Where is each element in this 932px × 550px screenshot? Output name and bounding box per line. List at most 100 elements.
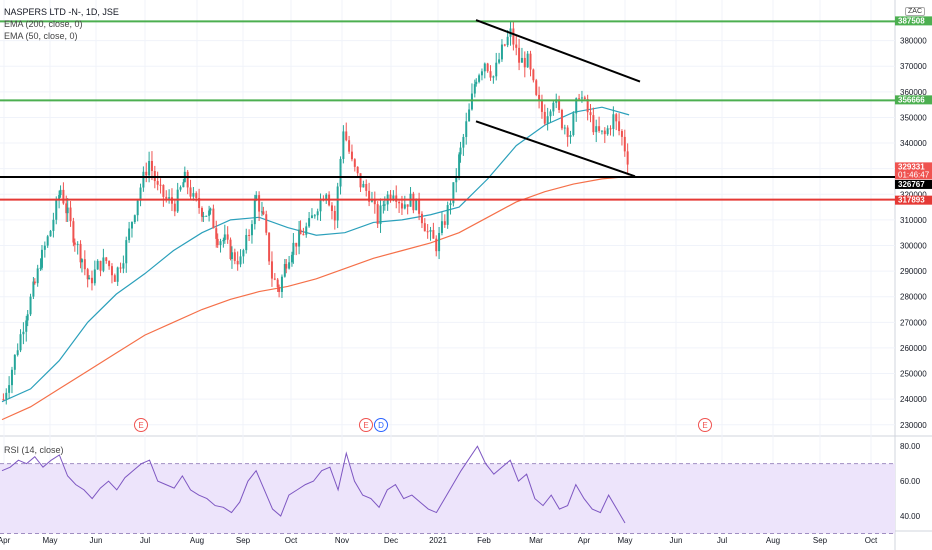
candle-body [468, 109, 471, 122]
candle-body [592, 115, 595, 133]
price-axis[interactable]: 230000 240000 250000 260000 270000 280000 2900… [900, 37, 927, 521]
candle-body [478, 75, 481, 82]
candle-body [423, 223, 426, 232]
candle-body [400, 203, 403, 209]
candle-body [26, 314, 29, 321]
rsi-panel[interactable] [0, 445, 895, 534]
time-axis[interactable]: Apr May Jun Jul Aug Sep Oct Nov Dec 2021 Feb Mar Apr… [0, 536, 878, 545]
candle-body [233, 252, 236, 261]
candle-body [73, 242, 76, 245]
event-label: E [702, 421, 707, 430]
y-tick-label: 370000 [900, 62, 927, 71]
candle-body [119, 267, 122, 269]
y-tick-label: 310000 [900, 216, 927, 225]
candle-body [382, 204, 385, 206]
candle-body [350, 151, 353, 160]
candle-body [226, 234, 229, 240]
x-tick-label: Apr [578, 536, 591, 545]
candle-body [506, 36, 509, 46]
candle-body [495, 62, 498, 77]
y-tick-label: 340000 [900, 139, 927, 148]
candle-body [618, 121, 621, 132]
candle-body [392, 195, 395, 199]
candle-body [58, 195, 61, 200]
candle-body [368, 190, 371, 202]
x-tick-label: Nov [335, 536, 349, 545]
candle-body [626, 151, 629, 165]
candle-body [325, 194, 328, 201]
candle-body [420, 213, 423, 224]
y-tick-label: 290000 [900, 267, 927, 276]
candle-body [356, 166, 359, 174]
candle-body [452, 182, 455, 204]
candle-body [80, 259, 83, 263]
candle-body [2, 399, 5, 401]
candle-body [578, 98, 581, 100]
candle-body [192, 193, 195, 197]
candle-body [13, 354, 16, 370]
candle-body [69, 207, 72, 222]
x-tick-label: Dec [384, 536, 398, 545]
candle-body [600, 130, 603, 132]
candle-body [465, 121, 468, 137]
candle-body [96, 260, 99, 270]
x-tick-label: Jun [90, 536, 103, 545]
candle-body [182, 182, 185, 188]
candle-body [615, 114, 618, 122]
candle-body [273, 278, 276, 280]
candle-body [29, 296, 32, 315]
candle-body [229, 239, 232, 260]
candle-body [32, 281, 35, 297]
candle-body [359, 173, 362, 188]
candle-body [575, 98, 578, 114]
candle-body [265, 214, 268, 233]
candle-body [365, 183, 368, 191]
candle-body [122, 263, 125, 269]
trendlines[interactable] [475, 19, 641, 178]
candle-body [159, 184, 162, 186]
price-tag-countdown: 01:46:47 [898, 170, 930, 179]
candle-body [208, 210, 211, 216]
rsi-tick-label: 80.00 [900, 442, 921, 451]
candle-body [373, 199, 376, 205]
event-label: D [378, 421, 384, 430]
candle-body [39, 267, 42, 269]
candle-body [150, 160, 153, 172]
candle-body [173, 203, 176, 212]
candle-body [538, 94, 541, 101]
rsi-tick-label: 40.00 [900, 512, 921, 521]
candle-body [612, 114, 615, 129]
candle-body [446, 205, 449, 225]
horizontal-levels[interactable] [0, 20, 895, 201]
candle-body [440, 221, 443, 233]
candle-body [563, 127, 566, 129]
candle-body [520, 57, 523, 63]
candle-body [532, 69, 535, 81]
candle-body [500, 44, 503, 60]
candle-body [543, 111, 546, 124]
candle-body [535, 80, 538, 95]
candle-body [546, 116, 549, 124]
candle-body [415, 198, 418, 211]
candle-body [379, 205, 382, 225]
candle-body [449, 203, 452, 206]
candle-body [370, 199, 373, 202]
x-tick-label: Aug [766, 536, 780, 545]
candle-body [523, 57, 526, 68]
candle-body [142, 171, 145, 188]
candles[interactable] [2, 21, 629, 405]
candle-body [426, 231, 429, 233]
candle-body [595, 126, 598, 133]
candle-body [529, 53, 532, 70]
candle-body [136, 200, 139, 216]
candle-body [110, 266, 113, 276]
candle-body [280, 276, 283, 292]
price-tag-bg [895, 16, 932, 26]
candle-body [489, 71, 492, 78]
candle-body [102, 257, 105, 271]
chart-title: NASPERS LTD -N-, 1D, JSE [4, 7, 119, 17]
y-tick-label: 350000 [900, 113, 927, 122]
